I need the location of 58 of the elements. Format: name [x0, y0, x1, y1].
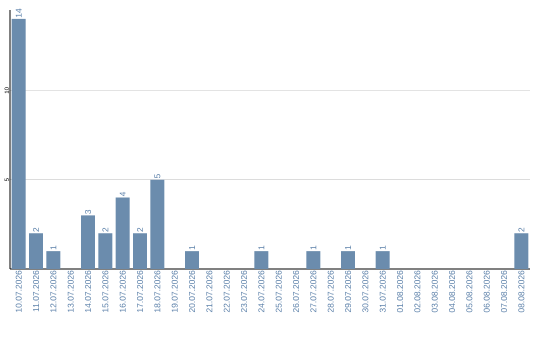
data-label: 1	[189, 246, 195, 250]
x-tick-label: 23.07.2026	[241, 270, 247, 312]
x-tick-label: 10.07.2026	[16, 270, 22, 312]
x-tick-label: 03.08.2026	[432, 270, 438, 312]
bar	[254, 251, 268, 269]
bar	[98, 233, 112, 269]
x-tick-label: 29.07.2026	[345, 270, 351, 312]
data-label: 3	[85, 210, 91, 214]
bar	[29, 233, 43, 269]
x-tick-label: 20.07.2026	[189, 270, 195, 312]
data-label: 2	[33, 228, 39, 232]
x-tick-label: 18.07.2026	[154, 270, 160, 312]
data-label: 14	[16, 8, 22, 18]
bar	[150, 180, 164, 269]
bar	[341, 251, 356, 269]
bar	[376, 251, 390, 269]
x-tick-label: 22.07.2026	[224, 270, 230, 312]
x-tick-label: 31.07.2026	[380, 270, 386, 312]
data-label: 2	[518, 228, 524, 232]
data-label: 1	[310, 246, 316, 250]
x-tick-label: 08.08.2026	[518, 270, 524, 312]
bar	[46, 251, 60, 269]
x-tick-label: 06.08.2026	[484, 270, 490, 312]
data-label: 2	[137, 228, 143, 232]
x-tick-label: 16.07.2026	[120, 270, 126, 312]
x-tick-label: 13.07.2026	[68, 270, 74, 312]
x-tick-label: 07.08.2026	[501, 270, 507, 312]
x-tick-label: 02.08.2026	[414, 270, 420, 312]
data-label: 1	[380, 246, 386, 250]
data-label: 5	[154, 174, 160, 178]
bar	[81, 215, 95, 269]
x-tick-label: 30.07.2026	[362, 270, 368, 312]
data-label: 2	[102, 228, 108, 232]
bar	[306, 251, 320, 269]
x-tick-label: 15.07.2026	[102, 270, 108, 312]
x-tick-label: 04.08.2026	[449, 270, 455, 312]
bar	[185, 251, 199, 269]
x-tick-label: 26.07.2026	[293, 270, 299, 312]
bar	[12, 18, 26, 269]
x-tick-label: 27.07.2026	[310, 270, 316, 312]
data-label: 1	[345, 246, 351, 250]
x-tick-label: 12.07.2026	[50, 270, 56, 312]
x-tick-label: 21.07.2026	[206, 270, 212, 312]
bar	[116, 198, 130, 269]
x-tick-label: 05.08.2026	[466, 270, 472, 312]
x-tick-label: 01.08.2026	[397, 270, 403, 312]
x-tick-label: 17.07.2026	[137, 270, 143, 312]
x-tick-label: 25.07.2026	[276, 270, 282, 312]
x-tick-label: 19.07.2026	[172, 270, 178, 312]
data-label: 1	[258, 246, 264, 250]
bar	[133, 233, 147, 269]
x-tick-label: 11.07.2026	[33, 270, 39, 312]
x-tick-label: 24.07.2026	[258, 270, 264, 312]
bar	[514, 233, 528, 269]
data-label: 4	[120, 192, 126, 196]
x-tick-label: 28.07.2026	[328, 270, 334, 312]
data-label: 1	[50, 246, 56, 250]
x-tick-label: 14.07.2026	[85, 270, 91, 312]
